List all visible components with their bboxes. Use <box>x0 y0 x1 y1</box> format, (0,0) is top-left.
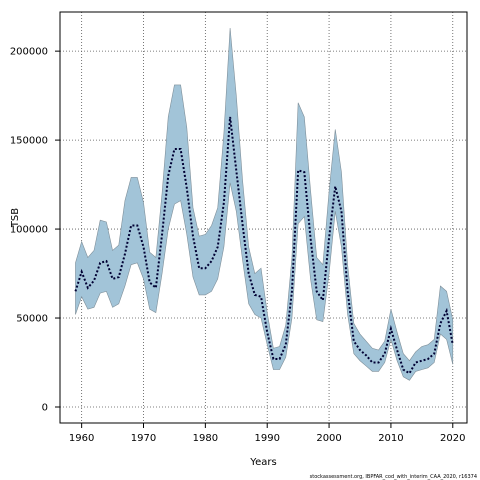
x-tick-label: 2020 <box>440 433 465 444</box>
confidence-band <box>75 27 454 381</box>
x-tick-label: 1980 <box>193 433 218 444</box>
y-axis-label: TSB <box>10 208 21 228</box>
tsb-estimate-line <box>74 116 454 375</box>
x-tick-label: 1960 <box>69 433 94 444</box>
y-axis: 0 50000 100000 150000 200000 <box>10 47 60 413</box>
x-axis: 1960 1970 1980 1990 2000 2010 2020 <box>69 423 466 444</box>
credit-note: stockassessment.org, IBPFAR_cod_with_int… <box>310 474 477 480</box>
x-tick-label: 2000 <box>316 433 341 444</box>
plot-frame <box>59 11 468 424</box>
y-tick-label: 200000 <box>10 47 48 58</box>
x-axis-label: Years <box>249 457 276 468</box>
y-tick-label: 100000 <box>10 225 48 236</box>
x-tick-label: 1970 <box>131 433 156 444</box>
y-tick-label: 50000 <box>16 314 48 325</box>
y-tick-label: 150000 <box>10 136 48 147</box>
y-tick-label: 0 <box>42 402 48 413</box>
x-tick-label: 2010 <box>378 433 403 444</box>
x-tick-label: 1990 <box>254 433 279 444</box>
